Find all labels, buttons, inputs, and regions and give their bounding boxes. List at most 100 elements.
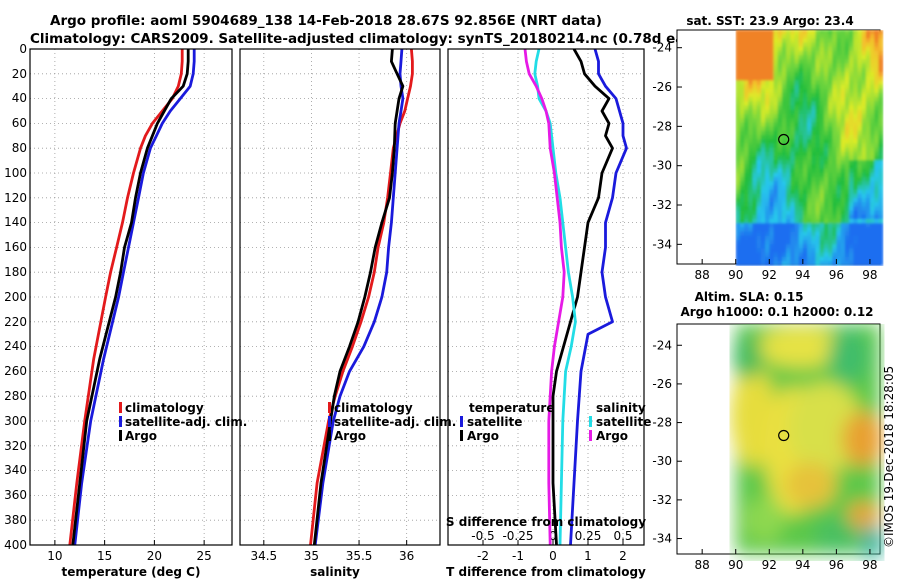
- sst-cell: [760, 59, 766, 65]
- sst-cell: [781, 72, 787, 77]
- sst-cell: [811, 97, 817, 102]
- sst-cell: [849, 223, 854, 228]
- sst-cell: [786, 198, 791, 203]
- sst-cell: [752, 51, 758, 56]
- sst-cell: [781, 252, 787, 258]
- sst-cell: [798, 261, 804, 266]
- sst-cell: [870, 151, 875, 157]
- sst-cell: [748, 193, 754, 199]
- sst-cell: [857, 118, 863, 123]
- sst-cell: [802, 240, 808, 245]
- sst-cell: [769, 93, 775, 98]
- sst-cell: [815, 118, 821, 123]
- sst-cell: [765, 181, 770, 186]
- sst-cell: [773, 189, 779, 195]
- sst-cell: [748, 118, 754, 123]
- sst-cell: [832, 172, 838, 178]
- sst-cell: [794, 143, 800, 149]
- sst-cell: [819, 130, 825, 136]
- sst-cell: [840, 227, 846, 233]
- sst-cell: [769, 109, 775, 115]
- sst-cell: [870, 118, 875, 123]
- sst-cell: [802, 76, 808, 81]
- s-difference-label: S difference from climatology: [446, 515, 646, 529]
- sst-cell: [781, 244, 787, 249]
- sst-cell: [823, 67, 829, 73]
- sst-cell: [777, 55, 783, 60]
- sst-cell: [865, 248, 871, 254]
- sst-cell: [794, 248, 800, 254]
- sst-cell: [828, 168, 833, 174]
- difference-panel-frame: [447, 48, 645, 546]
- sst-cell: [819, 38, 825, 44]
- sst-cell: [811, 80, 817, 86]
- sst-cell: [853, 244, 859, 249]
- sst-cell: [857, 88, 863, 94]
- sst-cell: [832, 252, 838, 258]
- sst-cell: [790, 76, 796, 81]
- sst-cell: [828, 252, 833, 258]
- sst-cell: [756, 143, 762, 149]
- sst-cell: [878, 76, 884, 81]
- sst-cell: [811, 114, 817, 119]
- sst-cell: [823, 172, 829, 178]
- sst-cell: [739, 101, 745, 107]
- sst-cell: [781, 143, 787, 149]
- sst-cell: [802, 235, 808, 241]
- sst-cell: [765, 42, 770, 48]
- sst-cell: [844, 248, 850, 254]
- sst-cell: [828, 135, 833, 140]
- sst-cell: [756, 231, 762, 237]
- x-tick-label: 36: [399, 549, 414, 563]
- sst-cell: [815, 147, 821, 153]
- sst-cell: [836, 76, 842, 81]
- sst-cell: [823, 210, 829, 216]
- sst-cell: [790, 151, 796, 157]
- sst-cell: [811, 261, 817, 266]
- sst-cell: [777, 227, 783, 233]
- sst-cell: [849, 118, 854, 123]
- sst-cell: [760, 105, 766, 111]
- sst-cell: [836, 72, 842, 77]
- sst-cell: [777, 88, 783, 94]
- sst-cell: [756, 248, 762, 254]
- sst-cell: [790, 59, 796, 65]
- sst-cell: [849, 248, 854, 254]
- sst-cell: [807, 122, 812, 128]
- sst-cell: [777, 214, 783, 220]
- sst-cell: [802, 101, 808, 107]
- sst-cell: [849, 256, 854, 262]
- sst-cell: [840, 172, 846, 178]
- sst-cell: [819, 63, 825, 69]
- sst-cell: [748, 202, 754, 207]
- sst-cell: [769, 118, 775, 123]
- sst-cell: [874, 93, 880, 98]
- sst-cell: [739, 244, 745, 249]
- sst-cell: [857, 38, 863, 44]
- sst-cell: [836, 172, 842, 178]
- sst-cell: [832, 261, 838, 266]
- depth-tick-label: 20: [12, 67, 27, 81]
- sst-cell: [832, 88, 838, 94]
- sst-cell: [836, 156, 842, 161]
- sst-cell: [815, 193, 821, 199]
- sst-cell: [756, 214, 762, 220]
- sst-cell: [840, 202, 846, 207]
- sst-cell: [752, 130, 758, 136]
- series-line-s-argo: [523, 49, 566, 545]
- sst-cell: [819, 210, 825, 216]
- sst-cell: [781, 126, 787, 132]
- depth-tick-label: 360: [4, 488, 27, 502]
- sst-cell: [786, 105, 791, 111]
- sst-cell: [798, 168, 804, 174]
- sst-cell: [865, 97, 871, 102]
- sst-cell: [807, 177, 812, 182]
- sst-cell: [870, 135, 875, 140]
- sst-cell: [832, 114, 838, 119]
- sst-cell: [807, 55, 812, 60]
- sst-cell: [744, 143, 749, 149]
- sst-cell: [865, 51, 871, 56]
- sst-cell: [823, 122, 829, 128]
- sst-cell: [781, 51, 787, 56]
- sst-cell: [790, 88, 796, 94]
